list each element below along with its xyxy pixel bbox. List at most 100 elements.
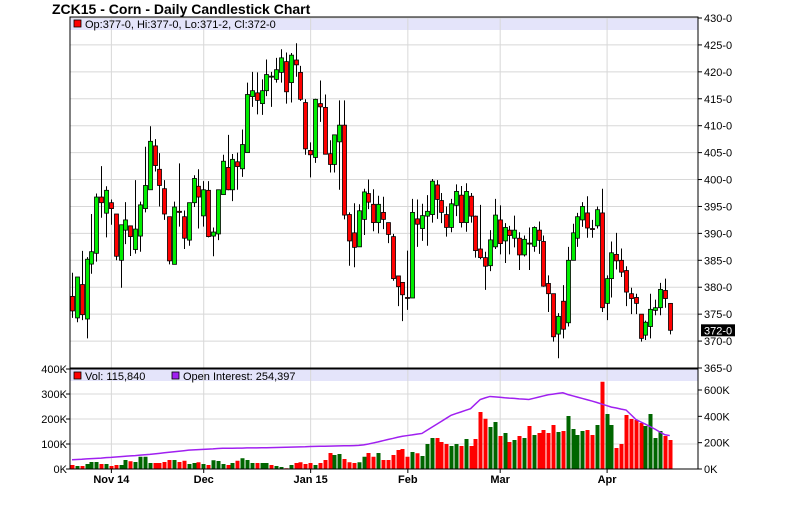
volume-bar [216, 461, 221, 469]
volume-bar [488, 427, 493, 469]
candle-body [260, 90, 265, 105]
volume-bar [80, 466, 85, 469]
volume-bar [391, 455, 396, 469]
volume-bar [89, 462, 94, 469]
candle-body [99, 196, 104, 204]
price-tick-label: 365-0 [704, 363, 732, 375]
candle-body [634, 297, 639, 304]
volume-bar [658, 431, 663, 469]
candle-body [381, 211, 386, 220]
volume-bar [342, 459, 347, 469]
volume-bar [133, 462, 138, 469]
price-tick-label: 415-0 [704, 94, 732, 106]
candle-body [498, 219, 503, 245]
candle-body [420, 215, 425, 229]
volume-bar [595, 425, 600, 469]
candle-body [128, 225, 133, 238]
time-tick-label: Jan 15 [294, 474, 328, 486]
volume-bar [104, 464, 109, 469]
volume-bar [420, 456, 425, 469]
open-interest-line [71, 391, 670, 461]
volume-bar [192, 463, 197, 469]
candle-body [507, 229, 512, 236]
candle-body [464, 190, 469, 224]
candle-body [396, 275, 401, 288]
candle-body [590, 228, 595, 230]
volume-bar [503, 433, 508, 469]
candle-body [619, 259, 624, 273]
candle-body [201, 189, 206, 217]
volume-bar [410, 452, 415, 469]
candle-body [269, 75, 274, 78]
volume-bar [386, 460, 391, 469]
candle-body [347, 214, 352, 242]
candle-body [192, 178, 197, 204]
candle-body [473, 215, 478, 252]
volume-bar [226, 465, 231, 469]
candle-body [284, 61, 289, 93]
candle-body [138, 204, 143, 237]
volume-bar [298, 462, 303, 469]
volume-tick-label: 300K [41, 389, 67, 401]
candle-body [561, 300, 566, 330]
volume-bar [556, 432, 561, 469]
candle-body [109, 202, 114, 210]
volume-bar [605, 414, 610, 469]
candle-body [668, 302, 673, 331]
candle-body [580, 206, 585, 221]
volume-bar [590, 435, 595, 469]
candle-body [493, 214, 498, 248]
price-tick-label: 385-0 [704, 255, 732, 267]
candle-body [391, 236, 396, 280]
volume-bar [537, 433, 542, 469]
candle-body [172, 206, 177, 265]
price-tick-label: 400-0 [704, 175, 732, 187]
price-legend-swatch [73, 19, 82, 28]
candle-body [639, 313, 644, 339]
volume-bar [206, 465, 211, 469]
volume-bar [507, 442, 512, 469]
candle-body [648, 308, 653, 327]
volume-bar [269, 465, 274, 469]
price-tick-label: 395-0 [704, 201, 732, 213]
volume-bar [648, 414, 653, 469]
volume-bar [663, 436, 668, 469]
volume-bar [639, 423, 644, 469]
volume-bar [483, 418, 488, 469]
price-tick-label: 380-0 [704, 282, 732, 294]
candle-body [483, 257, 488, 267]
candle-body [444, 214, 449, 228]
volume-bar [162, 462, 167, 469]
candle-body [357, 210, 362, 248]
time-tick-label: Mar [490, 474, 510, 486]
candle-body [425, 210, 430, 217]
candle-body [400, 281, 405, 296]
candle-body [386, 222, 391, 235]
candle-body [517, 237, 522, 256]
volume-bar [230, 463, 235, 469]
time-tick-label: Nov 14 [93, 474, 130, 486]
candle-body [318, 103, 323, 108]
candle-body [250, 90, 255, 98]
time-tick-label: Feb [398, 474, 418, 486]
volume-bar [493, 422, 498, 469]
candle-body [435, 184, 440, 200]
candle-body [94, 196, 99, 254]
candle-body [153, 145, 158, 166]
candle-body [512, 229, 517, 239]
volume-bar [575, 435, 580, 469]
volume-bar [255, 463, 260, 469]
candle-body [405, 297, 410, 299]
candle-body [366, 193, 371, 203]
price-tick-label: 370-0 [704, 336, 732, 348]
volume-bar [371, 456, 376, 469]
price-legend-text: Op:377-0, Hi:377-0, Lo:371-2, Cl:372-0 [85, 19, 276, 31]
volume-bar [274, 466, 279, 469]
volume-bar [541, 430, 546, 469]
candle-body [352, 232, 357, 248]
volume-bar [250, 463, 255, 469]
volume-bar [668, 440, 673, 469]
volume-bar [362, 456, 367, 469]
candle-body [308, 150, 313, 156]
volume-bar [522, 438, 527, 469]
